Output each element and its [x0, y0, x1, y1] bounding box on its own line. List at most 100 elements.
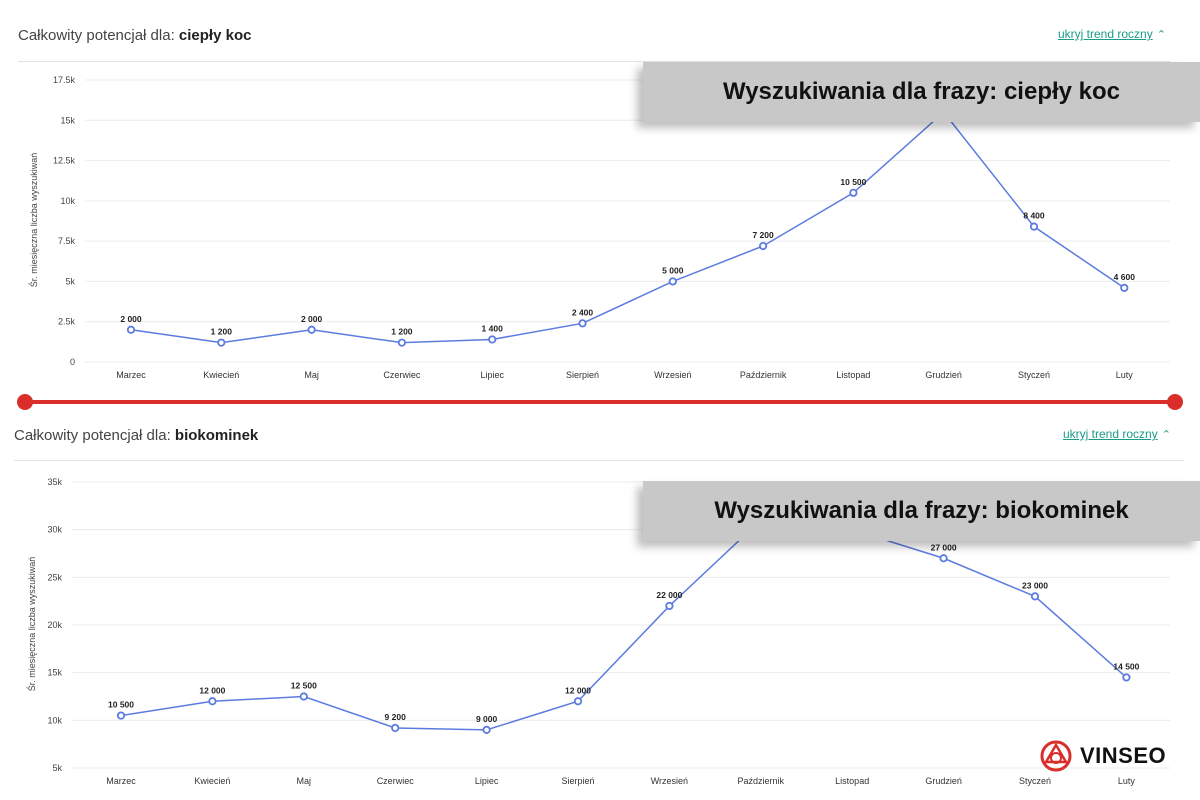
chevron-up-icon: ⌃	[1161, 429, 1171, 441]
x-tick-label: Wrzesień	[654, 370, 691, 380]
data-point	[758, 241, 768, 251]
x-tick-label: Sierpień	[561, 776, 594, 786]
data-label: 4 600	[1114, 272, 1136, 282]
toggle-label: ukryj trend roczny	[1063, 427, 1158, 441]
data-point	[665, 601, 674, 611]
data-label: 22 000	[656, 590, 682, 600]
data-point	[217, 338, 226, 347]
data-point	[116, 711, 126, 720]
data-label: 12 500	[291, 681, 317, 691]
header-separator	[14, 460, 1184, 461]
data-label: 2 000	[301, 314, 323, 324]
x-tick-label: Wrzesień	[651, 776, 688, 786]
x-tick-label: Lipiec	[475, 776, 499, 786]
series-line	[130, 111, 1125, 344]
x-tick-label: Kwiecień	[194, 776, 230, 786]
x-tick-label: Grudzień	[925, 776, 962, 786]
banner-text: Wyszukiwania dla frazy: ciepły koc	[722, 78, 1121, 105]
data-point	[573, 697, 583, 706]
data-point	[488, 335, 497, 344]
x-tick-label: Listopad	[836, 370, 870, 380]
hide-annual-trend-link-2[interactable]: ukryj trend roczny ⌃	[1063, 427, 1171, 441]
data-point	[668, 277, 677, 286]
y-tick-label: 20k	[47, 620, 62, 630]
y-tick-label: 5k	[52, 763, 62, 773]
logo-text: VINSEO	[1080, 743, 1167, 768]
x-tick-label: Lipiec	[480, 370, 504, 380]
x-tick-label: Czerwiec	[377, 776, 415, 786]
y-tick-label: 15k	[60, 115, 75, 125]
data-point	[849, 188, 858, 197]
data-label: 2 400	[572, 307, 594, 317]
y-tick-label: 0	[70, 357, 75, 367]
y-tick-label: 17.5k	[53, 75, 76, 85]
chart-title-prefix: Całkowity potencjał dla:	[14, 427, 175, 444]
data-label: 1 200	[211, 327, 233, 337]
x-tick-label: Marzec	[106, 776, 136, 786]
section-divider	[24, 400, 1176, 404]
y-tick-label: 30k	[47, 525, 62, 535]
x-tick-label: Październik	[738, 776, 785, 786]
x-tick-label: Czerwiec	[383, 370, 421, 380]
vinseo-logo-icon	[1040, 740, 1072, 772]
data-point	[126, 325, 136, 334]
vinseo-logo: VINSEO	[1040, 740, 1166, 772]
phrase-banner-1: Wyszukiwania dla frazy: ciepły koc	[643, 62, 1200, 122]
data-point	[208, 697, 217, 706]
data-label: 9 000	[476, 714, 498, 724]
divider-dot-right	[1167, 394, 1183, 410]
data-point	[1122, 673, 1131, 682]
chart-title-2: Całkowity potencjał dla: biokominek	[14, 427, 258, 444]
data-label: 1 200	[391, 327, 413, 337]
data-label: 14 500	[1113, 661, 1139, 671]
data-point	[391, 723, 400, 733]
data-point	[1029, 222, 1039, 231]
x-tick-label: Maj	[297, 776, 312, 786]
series-line	[120, 519, 1127, 731]
banner-text: Wyszukiwania dla frazy: biokominek	[714, 497, 1129, 524]
data-label: 2 000	[120, 314, 142, 324]
data-label: 5 000	[662, 265, 684, 275]
y-axis-label: Śr. miesięczna liczba wyszukiwań	[26, 557, 37, 692]
data-label: 1 400	[482, 323, 504, 333]
data-point	[307, 325, 316, 334]
data-label: 10 500	[840, 177, 866, 187]
chart-title-1: Całkowity potencjał dla: ciepły koc	[18, 27, 251, 44]
data-label: 7 200	[752, 230, 774, 240]
chart-title-phrase: biokominek	[174, 427, 259, 444]
x-tick-label: Październik	[740, 370, 787, 380]
phrase-banner-2: Wyszukiwania dla frazy: biokominek	[643, 481, 1200, 541]
chart-title-prefix: Całkowity potencjał dla:	[18, 27, 179, 44]
data-point	[397, 338, 406, 347]
x-tick-label: Maj	[304, 370, 319, 380]
y-tick-label: 12.5k	[53, 156, 76, 166]
x-tick-label: Kwiecień	[203, 370, 239, 380]
x-tick-label: Styczeń	[1018, 370, 1050, 380]
data-point	[939, 554, 948, 563]
y-tick-label: 35k	[47, 477, 62, 487]
x-tick-label: Marzec	[116, 370, 146, 380]
y-tick-label: 15k	[47, 668, 62, 678]
data-point	[1030, 592, 1040, 601]
data-point	[578, 319, 587, 328]
chevron-up-icon: ⌃	[1156, 29, 1166, 41]
y-tick-label: 2.5k	[58, 317, 76, 327]
hide-annual-trend-link-1[interactable]: ukryj trend roczny ⌃	[1058, 27, 1166, 41]
y-tick-label: 25k	[47, 572, 62, 582]
y-tick-label: 10k	[47, 715, 62, 725]
data-label: 27 000	[931, 542, 957, 552]
data-point	[299, 692, 308, 701]
chart-title-phrase: ciepły koc	[178, 27, 252, 44]
data-label: 23 000	[1022, 580, 1048, 590]
data-label: 9 200	[385, 712, 407, 722]
y-axis-label: Śr. miesięczna liczba wyszukiwań	[28, 153, 39, 288]
y-tick-label: 10k	[60, 196, 75, 206]
x-tick-label: Luty	[1116, 370, 1134, 380]
divider-dot-left	[17, 394, 33, 410]
data-label: 12 000	[565, 685, 591, 695]
x-tick-label: Listopad	[835, 776, 869, 786]
x-tick-label: Grudzień	[925, 370, 962, 380]
data-label: 8 400	[1023, 211, 1045, 221]
y-tick-label: 5k	[65, 276, 75, 286]
data-label: 10 500	[108, 700, 134, 710]
